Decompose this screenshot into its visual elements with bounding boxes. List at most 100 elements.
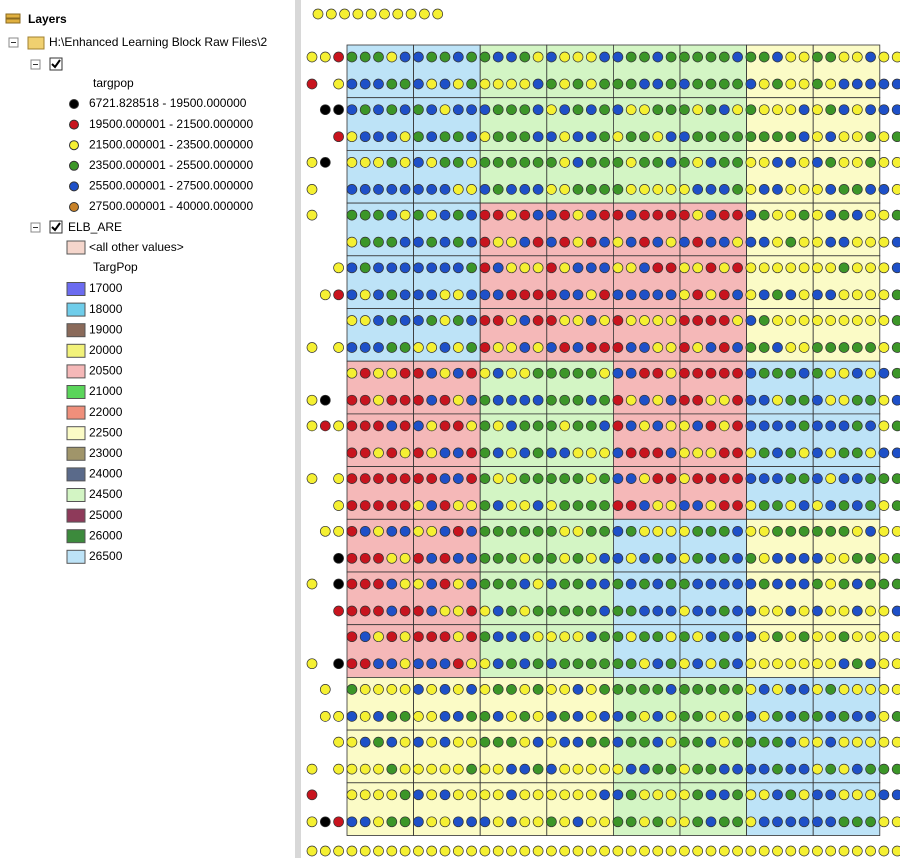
point	[532, 845, 544, 857]
point	[851, 552, 863, 564]
point	[373, 420, 384, 432]
legend-swatch	[66, 364, 86, 379]
point	[399, 78, 411, 90]
point	[506, 157, 517, 168]
point	[413, 789, 424, 801]
point	[679, 78, 690, 90]
point	[612, 184, 624, 195]
point	[559, 78, 571, 90]
point	[319, 157, 331, 168]
point	[599, 525, 610, 537]
point	[585, 816, 597, 828]
point	[692, 736, 704, 748]
point	[373, 816, 384, 828]
point	[426, 342, 438, 353]
point	[745, 845, 757, 857]
point	[865, 552, 876, 564]
point	[612, 367, 624, 379]
point	[333, 78, 344, 90]
point	[705, 209, 717, 221]
point	[572, 342, 584, 353]
point	[825, 684, 837, 695]
point	[838, 236, 850, 248]
point	[559, 394, 571, 406]
point	[492, 578, 504, 590]
point	[479, 736, 491, 748]
point	[439, 684, 451, 695]
point	[825, 367, 837, 379]
point	[838, 315, 850, 326]
legend-label: 26000	[89, 528, 123, 542]
point	[413, 367, 424, 379]
point	[386, 658, 398, 670]
point	[572, 262, 584, 274]
point	[306, 473, 318, 484]
point	[772, 578, 783, 590]
point	[386, 131, 398, 143]
point	[732, 500, 743, 511]
legend-swatch	[66, 302, 86, 317]
point	[506, 394, 517, 406]
point	[705, 447, 717, 459]
point	[612, 236, 624, 248]
point	[785, 420, 797, 432]
point	[452, 631, 464, 643]
point	[506, 605, 517, 617]
point	[452, 525, 464, 537]
point	[559, 525, 571, 537]
point	[519, 500, 531, 511]
point	[732, 473, 743, 484]
point	[399, 394, 411, 406]
splitter[interactable]	[295, 0, 301, 858]
point	[772, 157, 783, 168]
point	[532, 711, 544, 722]
point	[612, 500, 624, 511]
other-values: <all other values>	[89, 240, 184, 254]
point	[399, 789, 411, 801]
point	[572, 104, 584, 116]
point	[825, 631, 837, 643]
point	[732, 816, 743, 828]
point	[639, 525, 650, 537]
point	[851, 184, 863, 195]
point	[625, 763, 637, 775]
point	[758, 394, 770, 406]
point	[399, 578, 411, 590]
point	[705, 525, 717, 537]
point	[705, 394, 717, 406]
point	[705, 658, 717, 670]
point	[639, 78, 650, 90]
point	[639, 631, 650, 643]
point	[692, 157, 704, 168]
point	[625, 289, 637, 301]
point	[399, 605, 411, 617]
point	[625, 684, 637, 695]
point	[798, 78, 810, 90]
point	[785, 315, 797, 326]
point	[599, 711, 610, 722]
point	[772, 711, 783, 722]
point	[758, 763, 770, 775]
point	[679, 631, 690, 643]
legend-label: 22500	[89, 425, 123, 439]
point	[506, 78, 517, 90]
point	[639, 131, 650, 143]
point	[718, 578, 730, 590]
point	[758, 631, 770, 643]
point	[798, 816, 810, 828]
point	[466, 367, 477, 379]
point	[399, 420, 411, 432]
point	[718, 236, 730, 248]
point	[506, 51, 517, 63]
point	[559, 315, 571, 326]
point	[652, 394, 664, 406]
point	[692, 711, 704, 722]
point	[692, 816, 704, 828]
point	[359, 684, 371, 695]
point	[492, 500, 504, 511]
point	[785, 578, 797, 590]
map-view[interactable]	[306, 8, 900, 857]
point	[851, 236, 863, 248]
point	[718, 394, 730, 406]
point	[386, 684, 398, 695]
